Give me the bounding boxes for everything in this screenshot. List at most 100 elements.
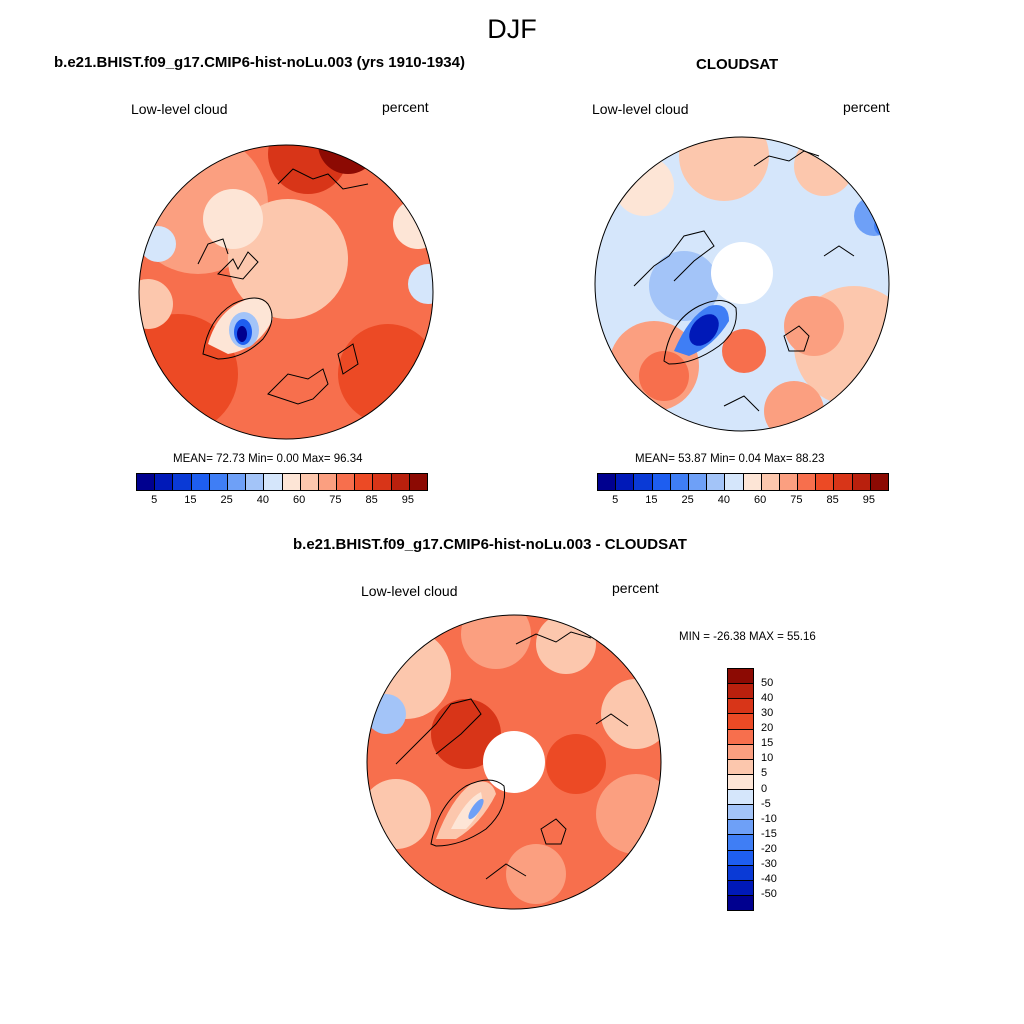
colorbar-swatch [245, 474, 264, 490]
colorbar-tick-label: 25 [681, 494, 694, 506]
colorbar-tick-label: 75 [329, 494, 342, 506]
colorbar-tick-label: 15 [761, 737, 774, 750]
diff-colorbar [727, 668, 754, 911]
colorbar-swatch [728, 683, 753, 699]
colorbar-swatch [598, 474, 616, 490]
obs-units-label: percent [843, 99, 890, 115]
colorbar-tick-label: 85 [365, 494, 378, 506]
colorbar-swatch [728, 894, 753, 910]
colorbar-tick-label: -50 [761, 887, 777, 900]
colorbar-swatch [172, 474, 191, 490]
obs-map-border [594, 136, 890, 432]
colorbar-swatch [728, 864, 753, 880]
colorbar-swatch [742, 474, 761, 490]
colorbar-swatch [669, 474, 688, 490]
model-map-border [138, 144, 434, 440]
colorbar-tick-label: -40 [761, 872, 777, 885]
colorbar-tick-label: 15 [184, 494, 197, 506]
colorbar-tick-label: 15 [645, 494, 658, 506]
colorbar-tick-label: 75 [790, 494, 803, 506]
colorbar-swatch [724, 474, 743, 490]
colorbar-tick-label: 85 [826, 494, 839, 506]
colorbar-swatch [336, 474, 355, 490]
diff-stats: MIN = -26.38 MAX = 55.16 [679, 631, 816, 643]
model-variable-label: Low-level cloud [131, 101, 228, 117]
colorbar-tick-label: 5 [151, 494, 158, 506]
figure-title: DJF [487, 14, 537, 44]
diff-units-label: percent [612, 580, 659, 596]
diff-map-border [366, 614, 662, 910]
colorbar-swatch [833, 474, 852, 490]
obs-variable-label: Low-level cloud [592, 101, 689, 117]
colorbar-swatch [728, 804, 753, 820]
model-units-label: percent [382, 99, 429, 115]
colorbar-swatch [408, 474, 427, 490]
colorbar-tick-label: -15 [761, 827, 777, 840]
colorbar-swatch [728, 669, 753, 684]
colorbar-tick-label: 50 [761, 677, 774, 690]
colorbar-swatch [778, 474, 798, 490]
colorbar-swatch [728, 713, 753, 729]
colorbar-tick-label: 60 [754, 494, 767, 506]
diff-colorbar-ticks: 50 40 30 20 15 10 5 0 -5 -10 -15 -20 -30 -40 -50 [761, 668, 791, 909]
colorbar-swatch [728, 758, 753, 774]
colorbar-tick-label: -20 [761, 842, 777, 855]
colorbar-tick-label: 40 [761, 692, 774, 705]
colorbar-swatch [372, 474, 391, 490]
colorbar-swatch [651, 474, 670, 490]
colorbar-swatch [728, 698, 753, 714]
model-polar-map [138, 144, 434, 440]
colorbar-tick-label: 0 [761, 782, 768, 795]
colorbar-swatch [687, 474, 707, 490]
colorbar-tick-label: 5 [612, 494, 619, 506]
colorbar-swatch [728, 789, 753, 805]
colorbar-swatch [263, 474, 282, 490]
model-stats: MEAN= 72.73 Min= 0.00 Max= 96.34 [173, 453, 363, 465]
colorbar-tick-label: -5 [761, 797, 771, 810]
colorbar-swatch [226, 474, 246, 490]
colorbar-tick-label: 10 [761, 752, 774, 765]
colorbar-swatch [869, 474, 888, 490]
diff-variable-label: Low-level cloud [361, 583, 458, 599]
colorbar-swatch [728, 849, 753, 865]
colorbar-swatch [728, 743, 753, 759]
colorbar-swatch [354, 474, 373, 490]
colorbar-tick-label: 95 [401, 494, 414, 506]
obs-colorbar-ticks: 5 15 25 40 60 75 85 95 [597, 494, 887, 508]
colorbar-swatch [615, 474, 634, 490]
model-colorbar-ticks: 5 15 25 40 60 75 85 95 [136, 494, 426, 508]
colorbar-swatch [815, 474, 834, 490]
colorbar-tick-label: 20 [761, 722, 774, 735]
obs-panel-title: CLOUDSAT [696, 56, 779, 73]
diff-polar-map [366, 614, 662, 910]
obs-colorbar [597, 473, 889, 491]
colorbar-swatch [208, 474, 227, 490]
colorbar-swatch [317, 474, 337, 490]
colorbar-swatch [797, 474, 816, 490]
colorbar-swatch [728, 834, 753, 850]
colorbar-swatch [728, 728, 753, 744]
colorbar-swatch [154, 474, 173, 490]
obs-polar-map [594, 136, 890, 432]
colorbar-swatch [137, 474, 155, 490]
colorbar-swatch [390, 474, 409, 490]
colorbar-tick-label: 25 [220, 494, 233, 506]
colorbar-swatch [728, 819, 753, 835]
colorbar-swatch [633, 474, 652, 490]
colorbar-tick-label: 95 [862, 494, 875, 506]
diff-panel-title: b.e21.BHIST.f09_g17.CMIP6-hist-noLu.003 … [293, 536, 687, 553]
model-panel-title: b.e21.BHIST.f09_g17.CMIP6-hist-noLu.003 … [54, 54, 465, 71]
colorbar-swatch [851, 474, 870, 490]
colorbar-tick-label: 5 [761, 767, 768, 780]
colorbar-tick-label: 60 [293, 494, 306, 506]
colorbar-tick-label: 40 [717, 494, 730, 506]
colorbar-tick-label: 40 [256, 494, 269, 506]
colorbar-swatch [706, 474, 725, 490]
colorbar-tick-label: -10 [761, 812, 777, 825]
obs-stats: MEAN= 53.87 Min= 0.04 Max= 88.23 [635, 453, 825, 465]
colorbar-swatch [760, 474, 779, 490]
colorbar-swatch [281, 474, 300, 490]
colorbar-swatch [728, 879, 753, 895]
colorbar-swatch [299, 474, 318, 490]
colorbar-tick-label: -30 [761, 857, 777, 870]
